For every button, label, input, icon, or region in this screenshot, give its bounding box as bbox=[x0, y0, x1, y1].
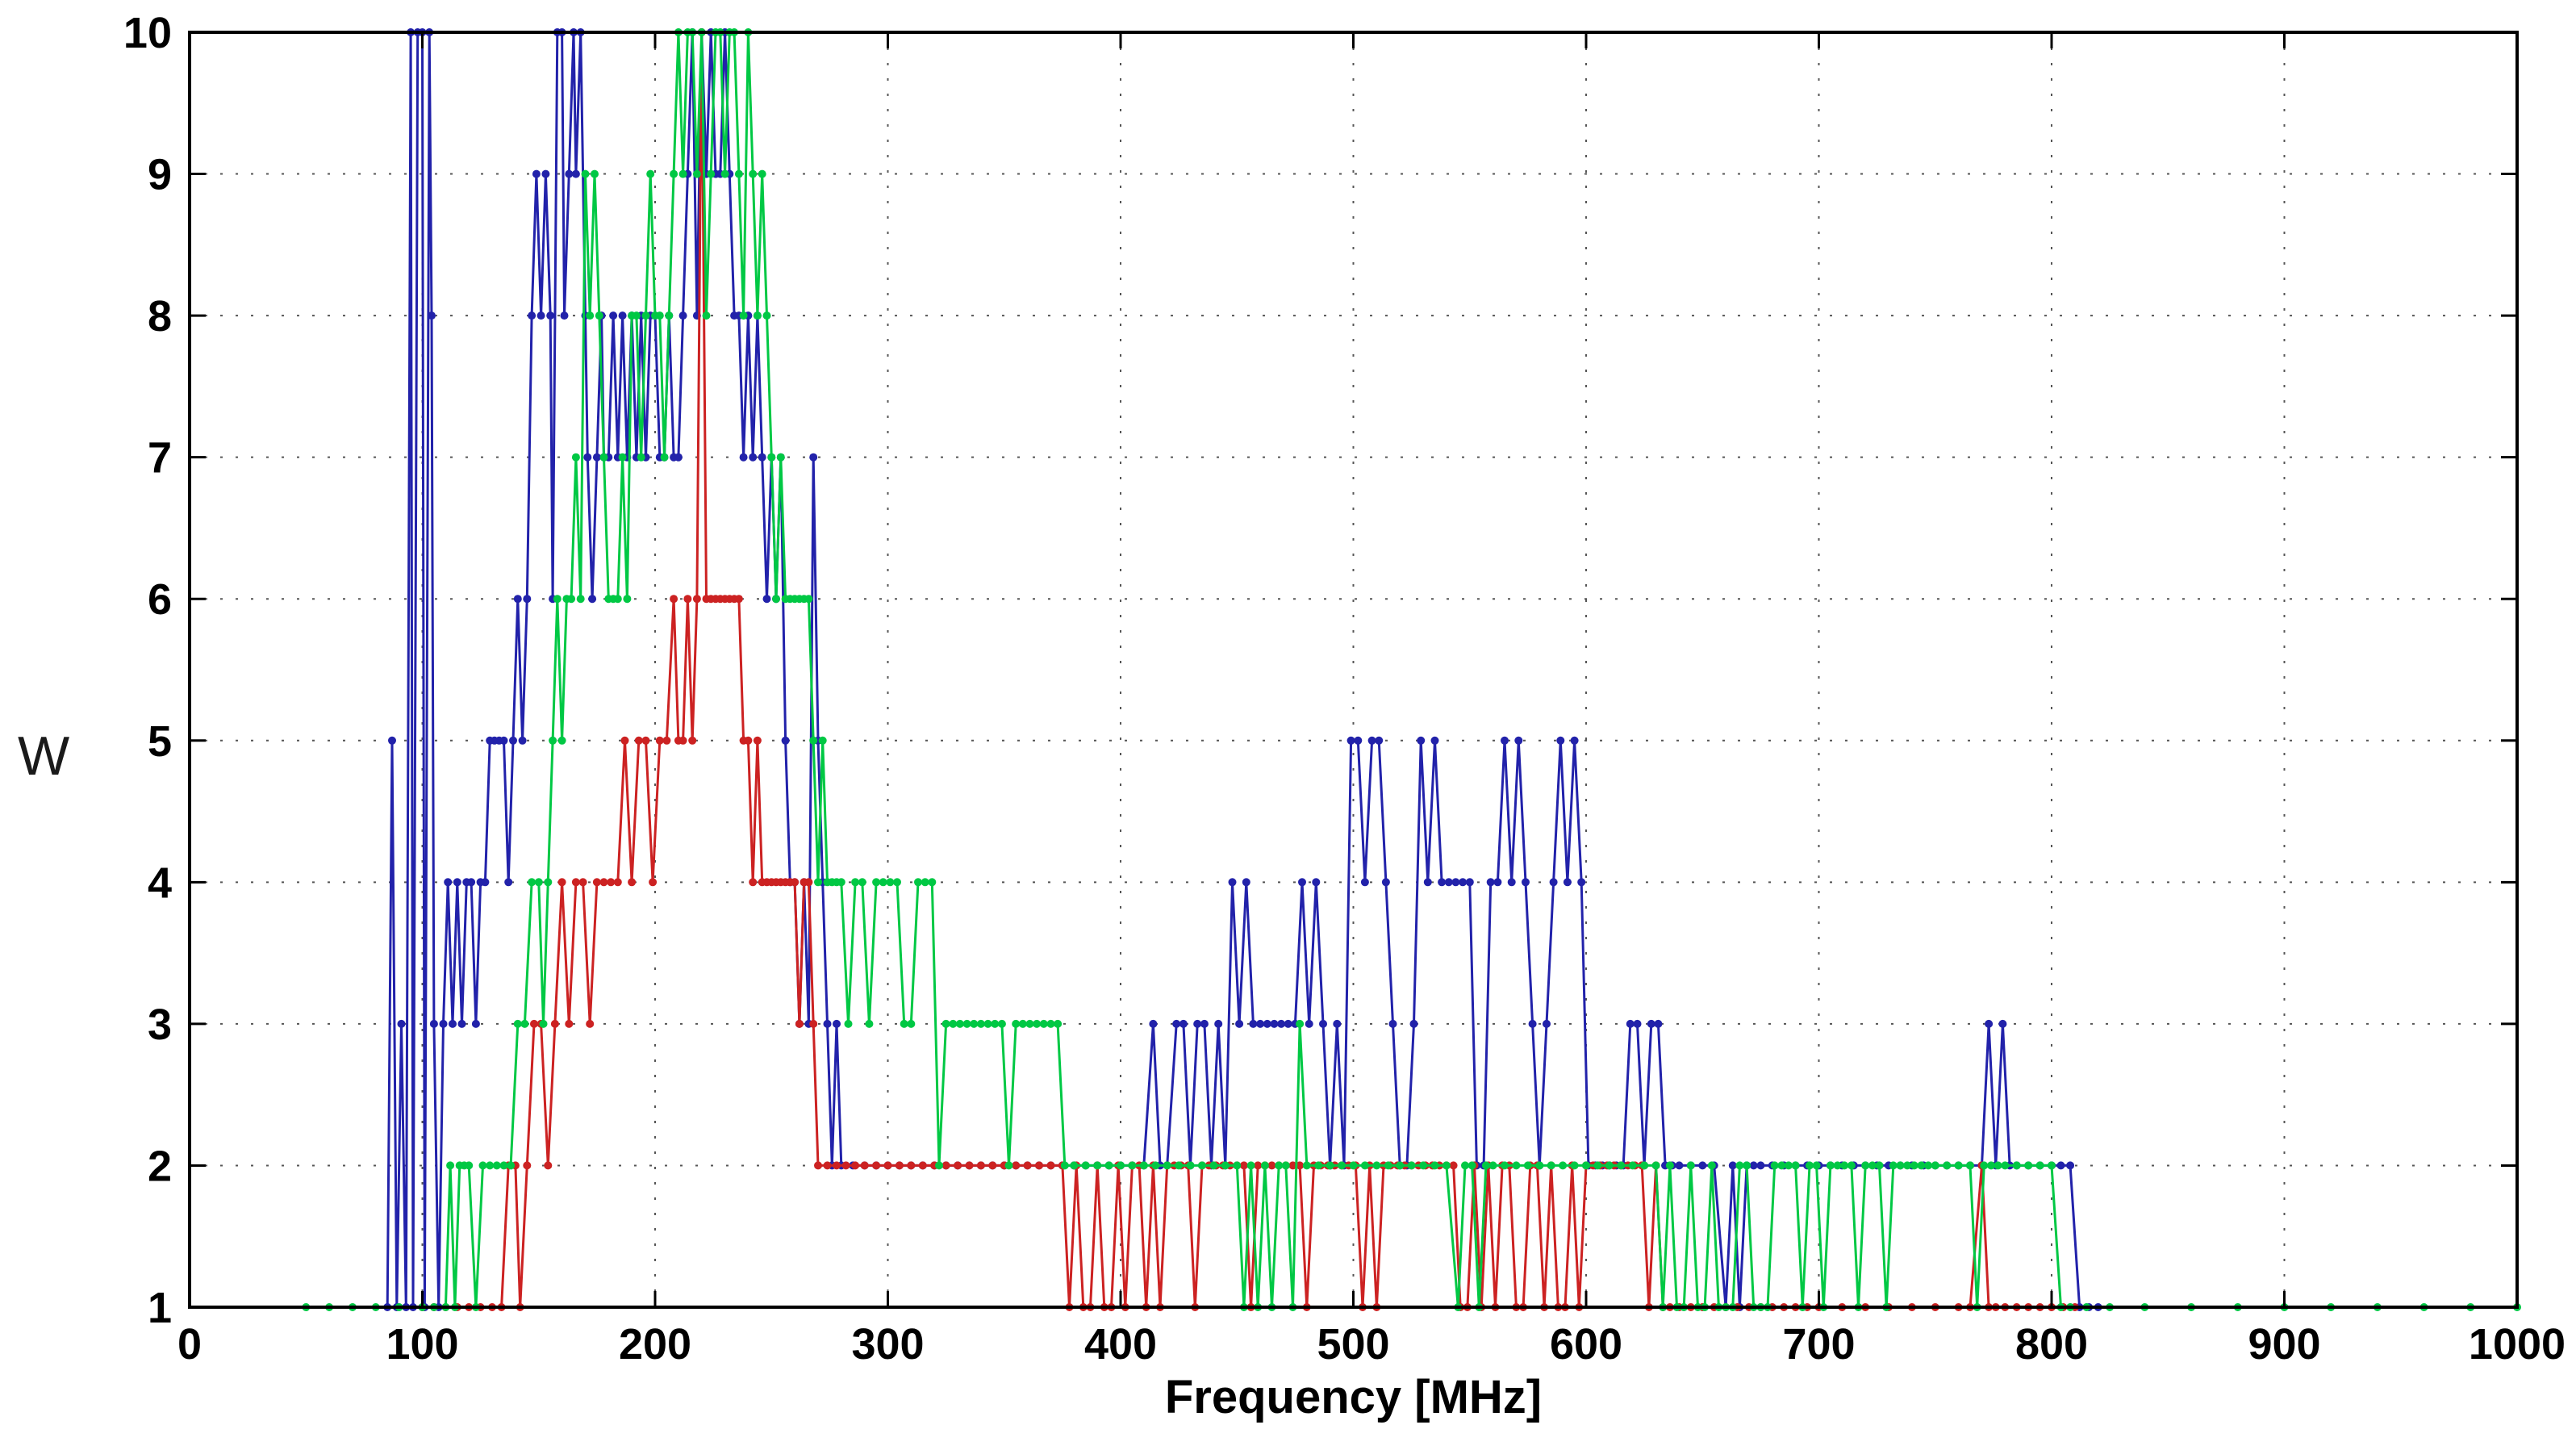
x-tick-label: 700 bbox=[1782, 1320, 1855, 1369]
y-tick-label: 7 bbox=[148, 434, 172, 483]
series-green-markers bbox=[302, 28, 2521, 1311]
x-tick-label: 400 bbox=[1084, 1320, 1157, 1369]
y-tick-label: 3 bbox=[148, 1001, 172, 1049]
x-tick-label: 800 bbox=[2015, 1320, 2088, 1369]
y-axis-label: W bbox=[18, 725, 70, 787]
y-tick-label: 6 bbox=[148, 575, 172, 624]
x-tick-label: 900 bbox=[2248, 1320, 2320, 1369]
x-tick-label: 100 bbox=[386, 1320, 458, 1369]
x-tick-label: 600 bbox=[1550, 1320, 1622, 1369]
y-tick-label: 2 bbox=[148, 1142, 172, 1190]
y-tick-label: 4 bbox=[148, 859, 172, 907]
y-tick-label: 9 bbox=[148, 151, 172, 199]
plot-area bbox=[190, 32, 2517, 1307]
x-tick-label: 0 bbox=[177, 1320, 202, 1369]
series-green-line bbox=[306, 31, 2517, 1309]
y-tick-label: 10 bbox=[123, 9, 172, 57]
y-tick-label: 5 bbox=[148, 717, 172, 766]
x-axis-label: Frequency [MHz] bbox=[1164, 1371, 1543, 1423]
x-tick-label: 500 bbox=[1317, 1320, 1389, 1369]
x-tick-label: 300 bbox=[851, 1320, 924, 1369]
x-tick-label: 1000 bbox=[2469, 1320, 2566, 1369]
y-tick-label: 1 bbox=[148, 1284, 172, 1332]
y-tick-label: 8 bbox=[148, 292, 172, 341]
x-tick-label: 200 bbox=[619, 1320, 691, 1369]
